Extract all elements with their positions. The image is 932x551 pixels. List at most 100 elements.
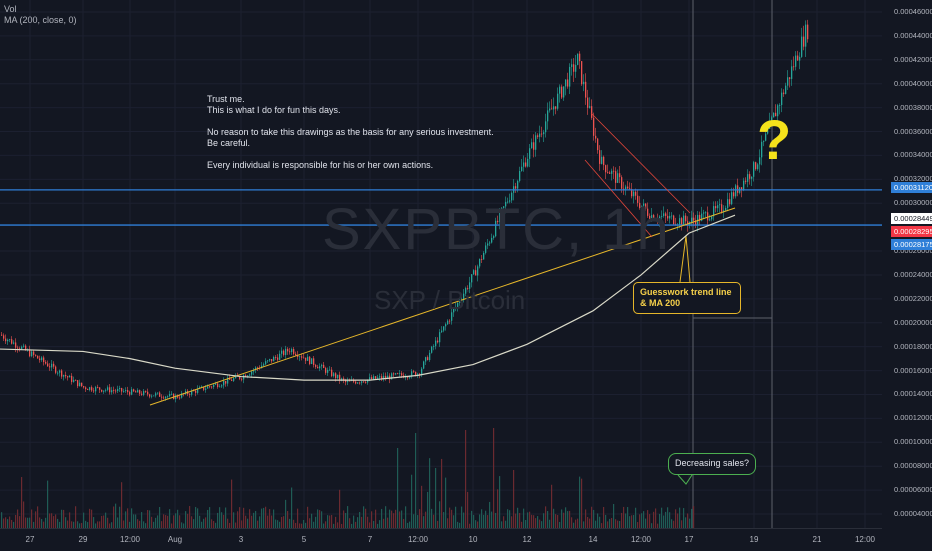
ma-legend[interactable]: MA (200, close, 0) [4, 15, 77, 25]
candle-body [309, 356, 311, 365]
volume-bar [65, 517, 67, 528]
volume-bar [641, 513, 643, 528]
price-tick-label: 0.00006000 [894, 485, 932, 495]
time-tick-label: 19 [749, 535, 759, 544]
candle-body [475, 270, 477, 276]
time-tick-label: 5 [301, 535, 307, 544]
volume-bar [157, 515, 159, 528]
candle-body [13, 342, 15, 344]
time-tick-label: 21 [812, 535, 822, 544]
volume-bar [343, 510, 345, 528]
volume-bar [477, 521, 479, 528]
candle-body [23, 345, 25, 347]
volume-bar [37, 506, 39, 528]
candle-body [251, 371, 253, 375]
volume-bar [519, 513, 521, 528]
volume-bar [635, 507, 637, 528]
trend-line-callout[interactable]: Guesswork trend line & MA 200 [633, 282, 741, 314]
candle-body [497, 220, 499, 223]
candle-body [685, 215, 687, 222]
candle-body [133, 389, 135, 392]
candle-body [443, 326, 445, 331]
volume-bar [33, 521, 35, 528]
volume-bar [107, 517, 109, 528]
candle-body [781, 92, 783, 106]
candle-body [81, 382, 83, 387]
price-axis[interactable]: 0.00004000 0.00006000 0.00008000 0.00010000… [882, 0, 932, 528]
candle-body [427, 357, 429, 361]
time-tick-label: 7 [367, 535, 373, 544]
candle-body [593, 117, 595, 136]
candle-body [353, 379, 355, 382]
candle-body [523, 162, 525, 167]
candle-body [409, 376, 411, 378]
candle-body [63, 375, 65, 377]
candle-body [11, 339, 13, 344]
volume-bar [515, 513, 517, 528]
candle-body [477, 266, 479, 276]
candle-body [793, 66, 795, 68]
candle-body [611, 170, 613, 174]
question-mark-annotation[interactable]: ? [757, 108, 792, 171]
volume-bar [349, 518, 351, 528]
volume-bar [269, 509, 271, 528]
candle-body [499, 211, 501, 223]
time-tick-label: 29 [78, 535, 88, 544]
candle-body [453, 308, 455, 313]
candle-body [529, 148, 531, 159]
candle-body [765, 133, 767, 141]
volume-bar [407, 522, 409, 528]
candle-body [313, 358, 315, 365]
volume-bar [179, 515, 181, 528]
candle-body [495, 220, 497, 237]
volume-bar [299, 523, 301, 528]
time-axis[interactable]: 27 29 12:00 Aug 3 5 7 12:00 10 12 14 12:00 17 19 21 12:… [0, 528, 882, 551]
time-tick-label: 12:00 [630, 535, 652, 544]
volume-bar [171, 523, 173, 528]
volume-bar [101, 515, 103, 528]
volume-bar [89, 508, 91, 528]
volume-bar [355, 521, 357, 528]
candle-body [467, 288, 469, 289]
volume-bar [131, 508, 133, 528]
volume-legend[interactable]: Vol [4, 4, 17, 14]
callout-line: & MA 200 [640, 298, 681, 308]
volume-bar [553, 508, 555, 528]
volume-bar [173, 515, 175, 528]
volume-bar [271, 515, 273, 528]
volume-bar [257, 520, 259, 528]
candle-body [15, 342, 17, 348]
candle-body [281, 350, 283, 354]
volume-bar [409, 521, 411, 528]
candle-body [691, 217, 693, 222]
volume-bar [615, 519, 617, 528]
candle-body [331, 369, 333, 377]
candle-body [733, 192, 735, 197]
candle-body [203, 386, 205, 390]
volume-bar [339, 489, 341, 528]
drawings [149, 112, 736, 485]
volume-bar [601, 523, 603, 528]
volume-bar [21, 477, 23, 528]
candle-body [469, 282, 471, 289]
disclaimer-line: Every individual is responsible for his … [207, 160, 434, 170]
volume-bar [165, 515, 167, 528]
candle-body [377, 377, 379, 379]
candle-body [367, 379, 369, 383]
candle-body [745, 180, 747, 182]
candle-body [563, 86, 565, 98]
candle-body [89, 387, 91, 390]
volume-bar [9, 516, 11, 528]
volume-bar [379, 520, 381, 528]
candle-body [441, 330, 443, 333]
sales-callout[interactable]: Decreasing sales? [668, 453, 756, 475]
volume-bar [369, 522, 371, 528]
volume-bar [239, 507, 241, 528]
volume-bar [187, 513, 189, 528]
volume-bar [185, 511, 187, 528]
volume-bar [573, 522, 575, 528]
volume-bar [193, 519, 195, 528]
volume-bar [335, 516, 337, 528]
candle-body [607, 172, 609, 174]
